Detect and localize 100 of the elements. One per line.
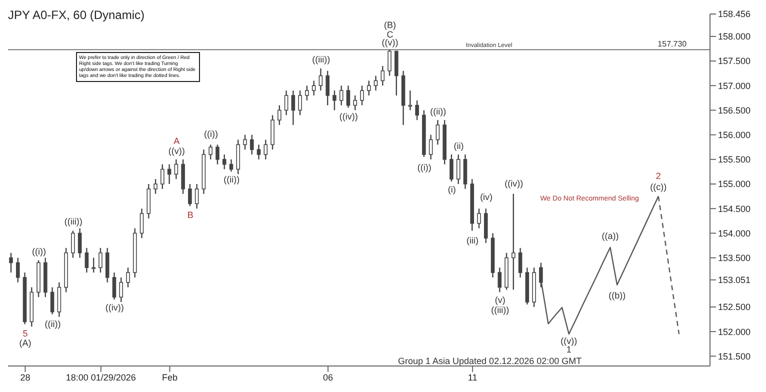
- annotation: Group 1 Asia Updated 02.12.2026 02:00 GMT: [398, 356, 582, 366]
- annotation: ((i)): [32, 246, 46, 256]
- y-tick-label: 157.500: [718, 56, 751, 66]
- annotation: ((ii)): [430, 106, 446, 117]
- x-tick-label: 06: [323, 372, 334, 382]
- candlestick: [119, 276, 124, 303]
- candlestick: [112, 272, 116, 300]
- candlestick: [346, 85, 350, 108]
- candlestick: [243, 134, 247, 150]
- y-tick-label: 153.051: [718, 275, 751, 286]
- y-tick-label: 155.000: [718, 179, 751, 190]
- annotation: ((ii)): [44, 319, 61, 330]
- candlestick: [256, 144, 261, 160]
- candlestick: [84, 247, 89, 274]
- annotation: (i): [448, 184, 456, 194]
- annotation: (iv): [480, 192, 493, 202]
- annotation: ((iii)): [64, 216, 82, 227]
- y-tick-label: 152.000: [718, 326, 751, 337]
- x-tick-label: 28: [20, 372, 30, 382]
- candlestick: [388, 49, 392, 76]
- candlestick: [353, 94, 358, 111]
- x-tick-label: 18:00 01/29/2026: [66, 372, 136, 382]
- candlestick: [498, 267, 502, 293]
- candlestick: [326, 70, 330, 106]
- candlestick: [415, 100, 419, 121]
- candlestick: [50, 286, 54, 315]
- candlestick: [174, 158, 178, 180]
- candlestick: [366, 80, 371, 96]
- candlestick: [360, 85, 364, 106]
- annotation: ((i)): [204, 129, 218, 140]
- candlestick: [518, 247, 522, 278]
- candlestick: [374, 75, 378, 92]
- annotation: (iii): [466, 235, 479, 246]
- candlestick: [318, 68, 323, 92]
- annotation: (v): [494, 294, 506, 305]
- y-tick-label: 156.500: [718, 105, 751, 116]
- y-tick-label: 152.500: [718, 302, 751, 312]
- y-tick-label: 153.500: [718, 252, 751, 263]
- candlestick: [278, 104, 282, 126]
- candlestick: [339, 85, 344, 106]
- x-tick-label: 11: [468, 372, 478, 382]
- annotation: ((b)): [608, 290, 626, 301]
- candlestick: [167, 164, 172, 185]
- candlestick: [456, 154, 460, 185]
- annotation: 1: [566, 344, 572, 355]
- annotation: ((iii)): [312, 54, 330, 64]
- candlestick: [188, 183, 192, 207]
- candlestick: [539, 262, 543, 288]
- annotation: 157.730: [658, 39, 688, 48]
- y-tick-label: 151.500: [718, 351, 751, 362]
- candlestick: [436, 119, 440, 146]
- x-tick-label: Feb: [162, 372, 178, 382]
- candlestick: [92, 257, 96, 274]
- annotation: ((v)): [382, 38, 398, 48]
- candlestick: [477, 208, 481, 229]
- candlestick: [16, 257, 20, 283]
- annotation: ((iii)): [491, 304, 510, 315]
- candlestick: [305, 85, 309, 101]
- candlestick: [512, 193, 516, 290]
- chart-title: JPY A0-FX, 60 (Dynamic): [8, 8, 144, 22]
- annotation: ((c)): [650, 182, 667, 192]
- annotation: C: [386, 29, 394, 40]
- annotation: (A): [19, 338, 32, 348]
- annotation: (B): [384, 20, 396, 30]
- annotation: ((iv)): [504, 178, 524, 188]
- candlestick: [332, 90, 336, 111]
- candlestick: [194, 183, 199, 210]
- candlestick: [312, 80, 316, 96]
- candlestick: [9, 252, 13, 274]
- y-tick-label: 155.500: [718, 154, 751, 165]
- candlestick: [126, 267, 130, 288]
- candlestick: [284, 90, 288, 116]
- candlestick: [98, 247, 102, 274]
- y-tick-label: 158.000: [718, 32, 751, 42]
- y-tick-label: 157.000: [718, 80, 751, 91]
- annotation: A: [174, 136, 180, 146]
- annotation: ((ii)): [224, 174, 240, 184]
- annotation: ((i)): [417, 162, 432, 173]
- candlestick: [428, 134, 433, 160]
- annotation: ((iv)): [105, 302, 124, 312]
- annotation: (ii): [454, 140, 464, 151]
- candlestick: [380, 65, 385, 86]
- candlestick: [71, 230, 75, 258]
- candlestick: [160, 164, 164, 190]
- candlestick: [298, 90, 302, 116]
- y-tick-label: 156.000: [718, 130, 751, 140]
- candlestick: [250, 134, 254, 156]
- annotation: ((a)): [602, 231, 619, 242]
- candlestick: [291, 90, 296, 126]
- annotation: 2: [656, 170, 661, 181]
- annotation: 5: [22, 328, 28, 338]
- annotation: ((iv)): [339, 111, 358, 122]
- candlestick: [140, 208, 144, 239]
- annotation: ((v)): [168, 146, 185, 156]
- annotation: ((v)): [560, 336, 578, 346]
- candlestick: [216, 144, 220, 165]
- candlestick: [264, 139, 268, 160]
- y-tick-label: 158.456: [718, 9, 751, 20]
- y-tick-label: 154.500: [718, 204, 751, 214]
- candlestick: [222, 154, 226, 170]
